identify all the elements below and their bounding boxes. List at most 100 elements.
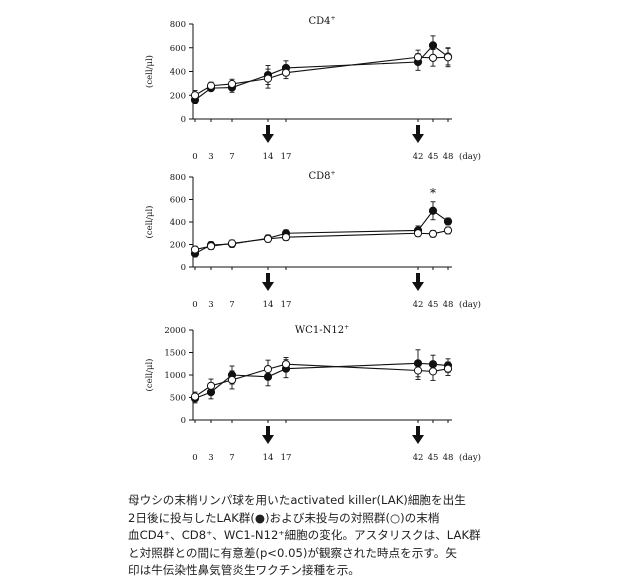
y-tick-label: 0 — [181, 416, 186, 426]
data-point-open — [263, 365, 273, 374]
data-point-filled — [413, 359, 423, 368]
y-tick-label: 800 — [170, 20, 186, 30]
caption-line-4: と対照群との間に有意差(p<0.05)が観察された時点を示す。矢 — [128, 545, 457, 560]
y-tick-label: 0 — [181, 263, 186, 273]
data-point-open — [443, 364, 453, 373]
data-point-open — [227, 239, 237, 248]
x-tick-label: 42 — [413, 453, 424, 463]
significance-asterisk: * — [430, 186, 436, 200]
caption-line-5: 印は牛伝染性鼻気管炎生ワクチン接種を示。 — [128, 563, 360, 577]
caption-line-2: 2日後に投与したLAK群(●)および未投与の対照群(○)の末梢 — [128, 510, 440, 525]
chart-title-text: CD4 — [308, 16, 330, 27]
data-point-open — [428, 229, 438, 238]
vaccination-arrow-head — [262, 435, 274, 444]
x-tick-label: 0 — [192, 152, 197, 162]
chart-title-text: WC1-N12 — [295, 325, 344, 336]
vaccination-arrow-shaft — [266, 426, 270, 436]
x-tick-label: 45 — [428, 453, 439, 463]
vaccination-arrow-shaft — [416, 125, 420, 135]
data-point-open — [413, 229, 423, 238]
y-tick-label: 1500 — [164, 349, 186, 359]
chart-title-text: CD8 — [308, 171, 330, 182]
x-axis-unit: (day) — [459, 299, 481, 310]
data-point-filled — [428, 41, 438, 50]
vaccination-arrow-shaft — [266, 125, 270, 135]
y-tick-label: 400 — [170, 218, 186, 228]
x-tick-label: 14 — [263, 152, 274, 162]
data-point-open — [206, 381, 216, 390]
data-point-open — [227, 375, 237, 385]
data-point-open — [206, 242, 216, 251]
x-tick-label: 14 — [263, 300, 274, 310]
x-tick-label: 42 — [413, 300, 424, 310]
x-tick-label: 17 — [281, 300, 292, 310]
y-tick-label: 2000 — [164, 326, 186, 336]
data-point-open — [227, 79, 237, 89]
x-tick-label: 14 — [263, 453, 274, 463]
x-tick-label: 42 — [413, 152, 424, 162]
y-tick-label: 0 — [181, 115, 186, 125]
data-point-open — [413, 53, 423, 62]
y-tick-label: 200 — [170, 241, 186, 251]
data-point-filled — [428, 360, 438, 369]
x-tick-label: 48 — [443, 453, 454, 463]
vaccination-arrow-shaft — [416, 273, 420, 283]
series-line — [194, 44, 449, 101]
vaccination-arrow-head — [412, 435, 424, 444]
data-point-open — [428, 53, 438, 62]
data-point-open — [428, 367, 438, 376]
x-tick-label: 48 — [443, 300, 454, 310]
data-point-open — [263, 74, 273, 83]
x-tick-label: 0 — [192, 453, 197, 463]
vaccination-arrow-shaft — [416, 426, 420, 436]
x-tick-label: 48 — [443, 152, 454, 162]
data-point-open — [190, 91, 200, 100]
series-lak-group — [192, 201, 451, 258]
data-point-open — [206, 81, 216, 90]
x-tick-label: 3 — [208, 300, 213, 310]
x-tick-label: 0 — [192, 300, 197, 310]
data-point-open — [263, 234, 273, 243]
x-tick-label: 17 — [281, 152, 292, 162]
x-tick-label: 17 — [281, 453, 292, 463]
y-tick-label: 500 — [170, 394, 186, 404]
y-axis-label: (cell/μl) — [144, 206, 155, 239]
data-point-open — [190, 245, 200, 254]
x-tick-label: 3 — [208, 152, 213, 162]
vaccination-arrow-head — [262, 282, 274, 291]
y-tick-label: 200 — [170, 91, 186, 101]
vaccination-arrow-head — [412, 282, 424, 291]
chart-title: WC1-N12+ — [295, 324, 349, 336]
x-tick-label: 7 — [229, 300, 234, 310]
data-point-filled — [263, 372, 273, 381]
vaccination-arrow-head — [262, 134, 274, 143]
y-tick-label: 600 — [170, 44, 186, 54]
series-lak-group — [192, 35, 451, 105]
chart-title-superscript: + — [344, 324, 349, 331]
data-point-filled — [443, 217, 453, 226]
caption-line-3: 血CD4⁺、CD8⁺、WC1-N12⁺細胞の変化。アスタリスクは、LAK群 — [128, 528, 481, 542]
vaccination-arrow-head — [412, 134, 424, 143]
x-tick-label: 7 — [229, 152, 234, 162]
chart-title-superscript: + — [331, 15, 336, 22]
x-axis-unit: (day) — [459, 452, 481, 463]
chart-title: CD8+ — [308, 170, 335, 182]
chart-title: CD4+ — [308, 15, 335, 27]
x-tick-label: 7 — [229, 453, 234, 463]
data-point-open — [281, 360, 291, 369]
chart-title-superscript: + — [331, 170, 336, 177]
data-point-filled — [428, 206, 438, 215]
y-tick-label: 600 — [170, 196, 186, 206]
data-point-open — [443, 226, 453, 235]
x-tick-label: 45 — [428, 300, 439, 310]
y-tick-label: 400 — [170, 68, 186, 78]
y-tick-label: 1000 — [164, 371, 186, 381]
x-axis-unit: (day) — [459, 151, 481, 162]
data-point-open — [190, 392, 200, 401]
y-axis-label: (cell/μl) — [144, 359, 155, 392]
x-tick-label: 45 — [428, 152, 439, 162]
